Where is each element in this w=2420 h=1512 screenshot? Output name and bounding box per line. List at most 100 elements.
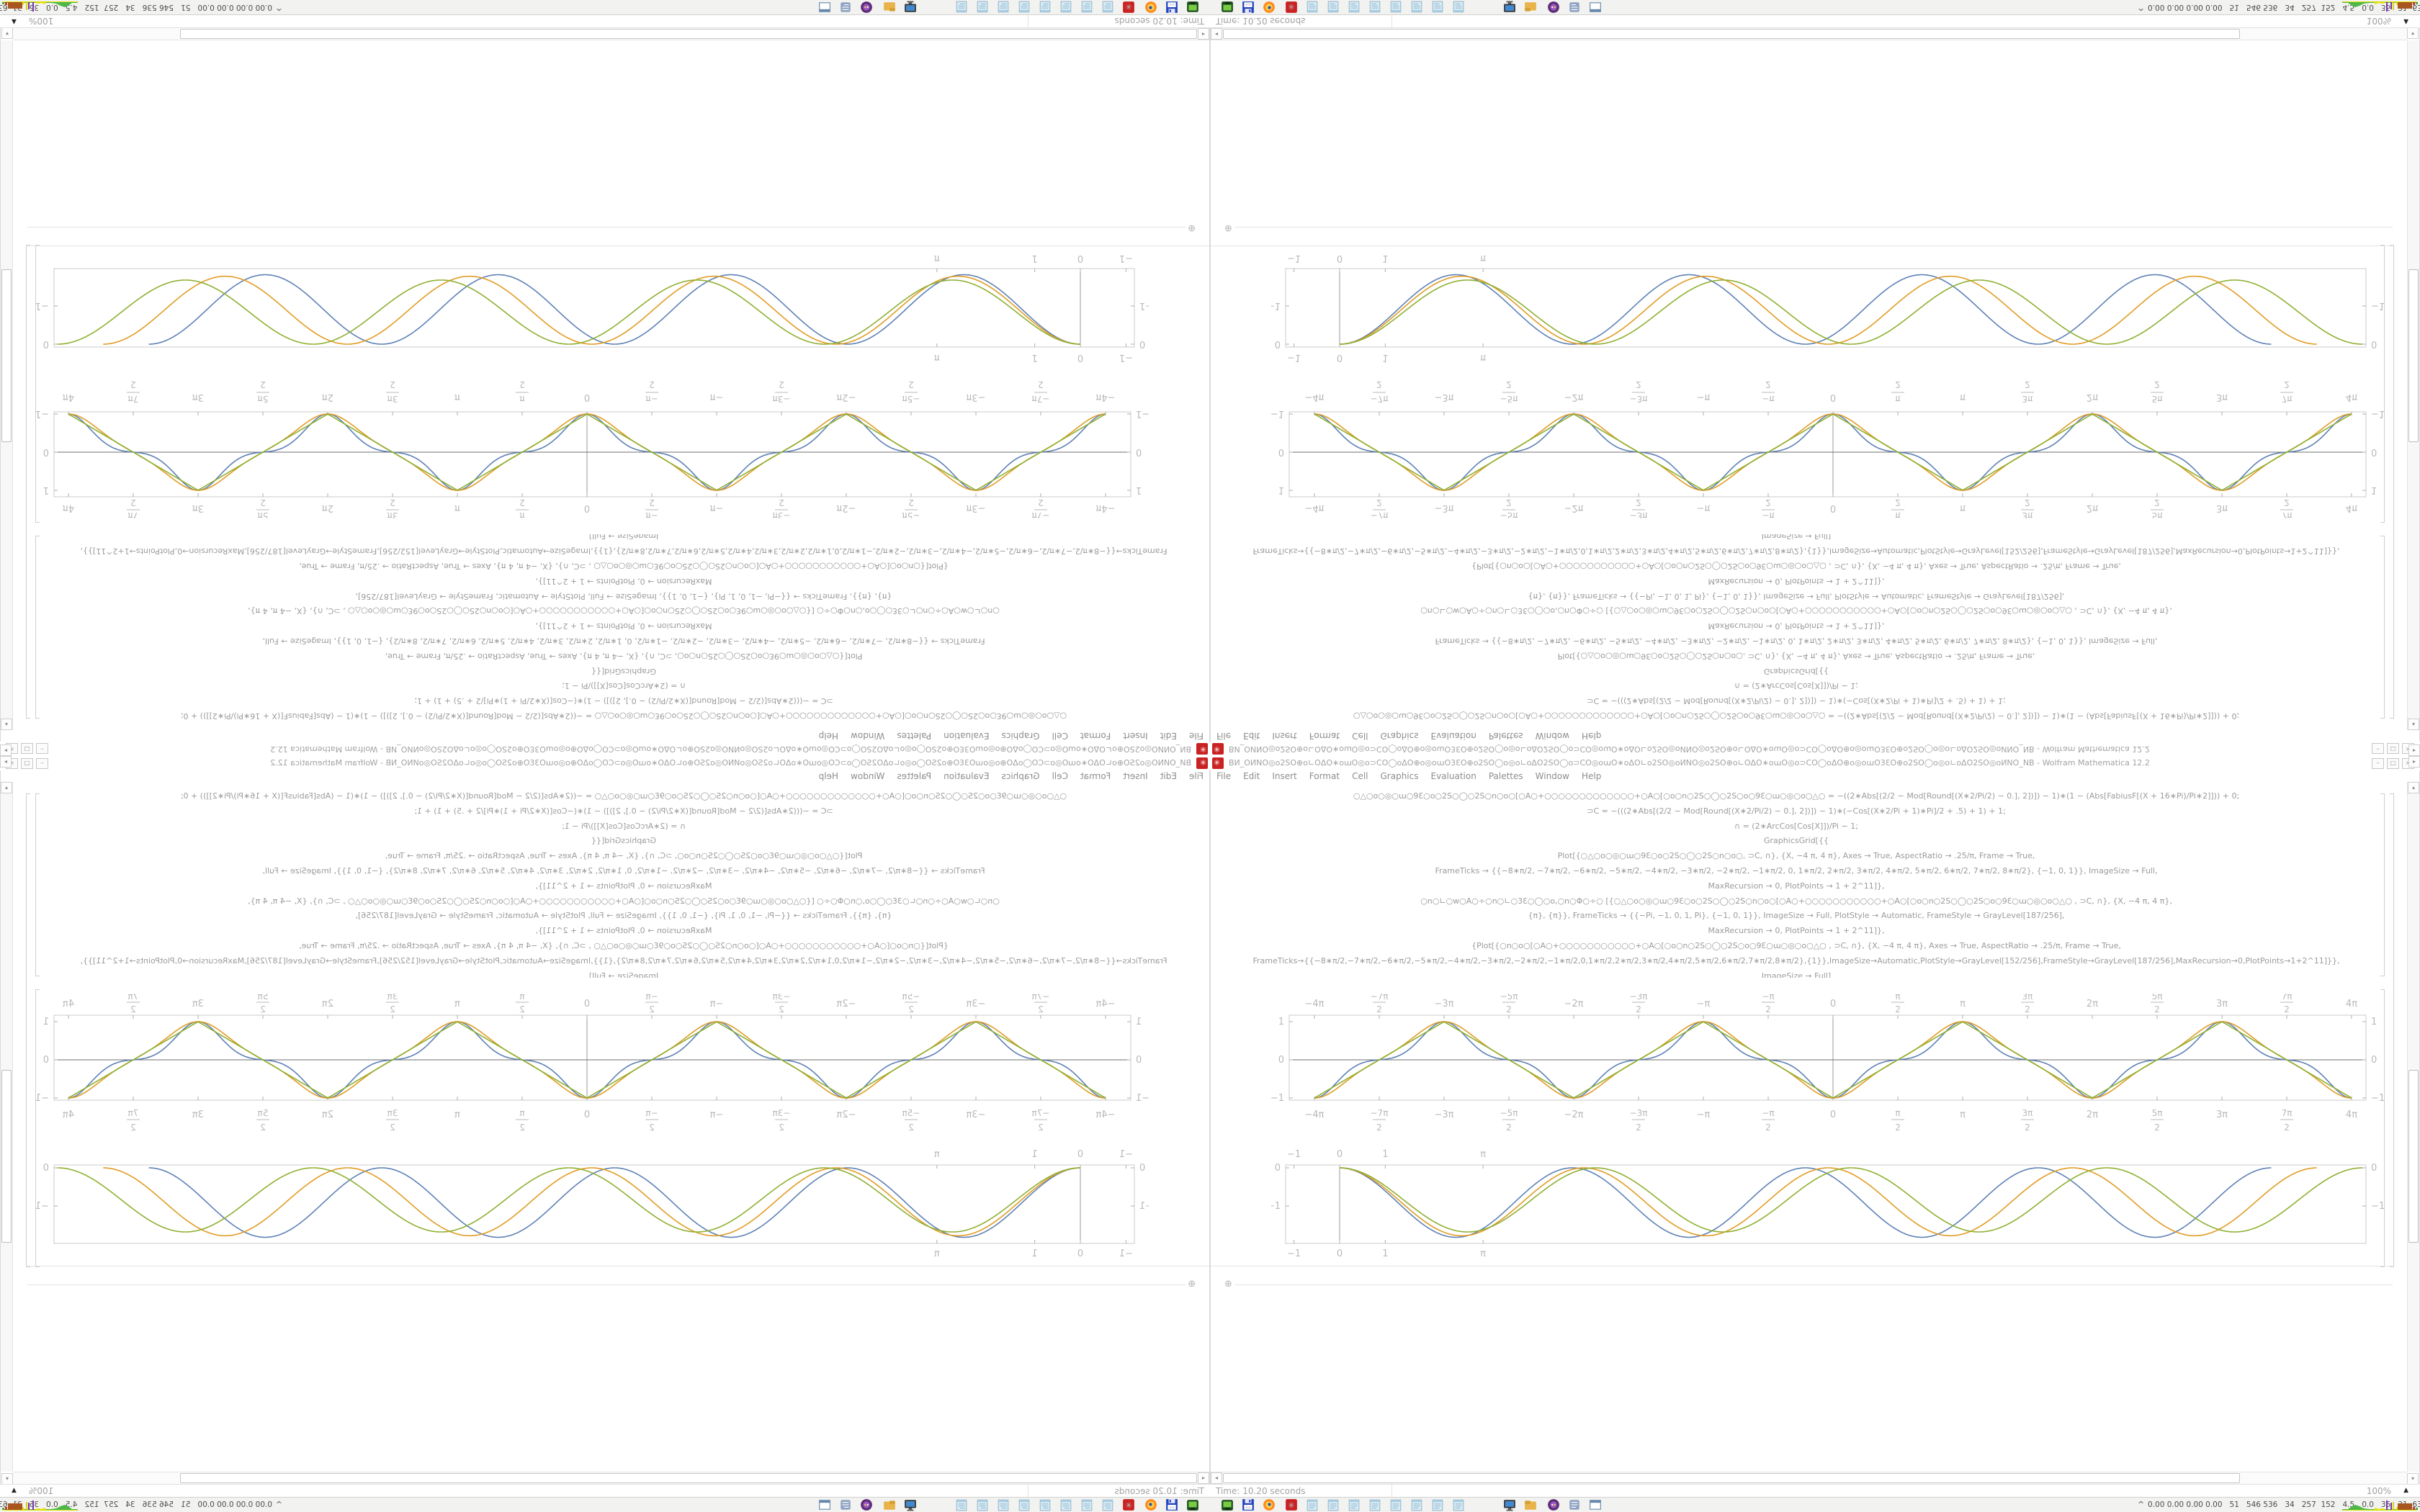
cell-bracket-output[interactable] bbox=[2380, 989, 2385, 1267]
horizontal-scrollbar[interactable]: ◂ bbox=[1211, 27, 2407, 40]
magnification-dropdown-icon[interactable]: ▲ bbox=[2403, 18, 2408, 25]
taskbar-scroll-icon[interactable] bbox=[1568, 1, 1581, 14]
taskbar-note-icon[interactable] bbox=[1080, 1498, 1093, 1511]
title-bar[interactable]: ВИ_ОИNО◎o2SO⊕o∟OΔO∗oɯO◎o⊃CO◯oΔO⊕o◎oɯO3ƐO… bbox=[1210, 742, 2420, 756]
scroll-right-icon[interactable]: ▸ bbox=[0, 744, 12, 756]
menu-item-window[interactable]: Window bbox=[851, 731, 885, 741]
taskbar-scroll-icon[interactable] bbox=[839, 1498, 852, 1511]
horizontal-scrollbar[interactable]: ◂ bbox=[1211, 1472, 2407, 1485]
code-line[interactable]: ImageSize → Full] bbox=[588, 971, 659, 978]
title-bar[interactable]: ВИ_ОИNО◎o2SO⊕o∟OΔO∗oɯO◎o⊃CO◯oΔO⊕o◎oɯO3ƐO… bbox=[1210, 756, 2420, 770]
cell-bracket-input[interactable] bbox=[35, 793, 40, 976]
code-line[interactable]: ⊃C = −(((2∗Abs[(2/2 − Mod[Round[(X∗2/Pi/… bbox=[1587, 806, 2006, 816]
insert-cell-plus-icon[interactable]: ⊕ bbox=[1188, 1279, 1196, 1290]
taskbar-firefox-icon[interactable] bbox=[1144, 1498, 1157, 1511]
code-line[interactable]: GraphicsGrid[{{ bbox=[1764, 836, 1829, 846]
code-line[interactable]: MaxRecursion → 0, PlotPoints → 1 + 2^11]… bbox=[1708, 576, 1885, 586]
horizontal-scrollbar-thumb[interactable] bbox=[180, 1473, 1197, 1483]
code-line[interactable]: ○n○∟○w○Α○÷○n○∟○3Ɛ○◯○o,○n○Φ○÷○ [{○△○o○◎○ɯ… bbox=[1420, 896, 2172, 906]
restore-button[interactable]: □ bbox=[21, 758, 33, 769]
menu-item-insert[interactable]: Insert bbox=[1272, 731, 1297, 741]
menu-item-help[interactable]: Help bbox=[1581, 731, 1602, 741]
menu-item-help[interactable]: Help bbox=[1581, 771, 1602, 781]
title-bar[interactable]: ВИ_ОИNО◎o2SO⊕o∟OΔO∗oɯO◎o⊃CO◯oΔO⊕o◎oɯO3ƐO… bbox=[0, 742, 1210, 756]
taskbar-vm-icon[interactable] bbox=[1221, 1498, 1234, 1511]
restore-button[interactable]: □ bbox=[2387, 758, 2399, 769]
cell-bracket-group[interactable] bbox=[26, 245, 30, 719]
code-line[interactable]: Plot[{○△○o○◎○ɯ○9Ɛ○o○2S○◯○2S○n○o○, ⊃C, ∩}… bbox=[385, 851, 863, 861]
horizontal-scrollbar-thumb[interactable] bbox=[1223, 1473, 2240, 1483]
insert-cell-plus-icon[interactable]: ⊕ bbox=[1224, 222, 1232, 233]
taskbar-note-icon[interactable] bbox=[1039, 1498, 1052, 1511]
code-line[interactable]: MaxRecursion → 0, PlotPoints → 1 + 2^11]… bbox=[1708, 621, 1885, 631]
taskbar-mathematica-icon[interactable]: ✳ bbox=[1122, 1498, 1135, 1511]
code-line[interactable]: GraphicsGrid[{{ bbox=[591, 666, 656, 676]
code-line[interactable]: ∩ = (2∗ArcCos[Cos[X]])/Pi − 1; bbox=[562, 681, 686, 691]
code-line[interactable]: {Plot[{○n○o○[○Α○+○○○○○○○○○○○+○Α○[○o○n○2S… bbox=[299, 940, 949, 950]
menu-item-evaluation[interactable]: Evaluation bbox=[944, 731, 990, 741]
vertical-scrollbar-thumb[interactable] bbox=[1, 269, 12, 442]
input-cell-code[interactable]: ○△○o○◎○ɯ○9Ɛ○o○2S○◯○2S○n○o○[○Α○+○○○○○○○○○… bbox=[1216, 534, 2377, 723]
taskbar-note-icon[interactable] bbox=[1348, 1498, 1361, 1511]
horizontal-scrollbar-thumb[interactable] bbox=[1223, 29, 2240, 39]
taskbar-note-icon[interactable] bbox=[1452, 1498, 1465, 1511]
taskbar-note-icon[interactable] bbox=[1368, 1, 1381, 14]
taskbar-folder-icon[interactable] bbox=[1524, 1, 1537, 14]
menu-item-graphics[interactable]: Graphics bbox=[1380, 771, 1419, 781]
menu-item-format[interactable]: Format bbox=[1080, 731, 1111, 741]
taskbar-note-icon[interactable] bbox=[1059, 1498, 1072, 1511]
magnification-label[interactable]: 100% bbox=[29, 16, 54, 26]
taskbar-note-icon[interactable] bbox=[1431, 1, 1444, 14]
code-line[interactable]: ImageSize → Full] bbox=[1761, 971, 1832, 978]
code-line[interactable]: {π}, {π}}, FrameTicks → {{−Pi, −1, 0, 1,… bbox=[355, 911, 892, 921]
taskbar-monitor-icon[interactable] bbox=[904, 1, 917, 14]
taskbar-scroll-icon[interactable] bbox=[839, 1, 852, 14]
taskbar-note-icon[interactable] bbox=[955, 1, 968, 14]
cell-bracket-input[interactable] bbox=[2380, 536, 2385, 719]
code-line[interactable]: ○n○∟○w○Α○÷○n○∟○3Ɛ○◯○o,○n○Φ○÷○ [{○△○o○◎○ɯ… bbox=[1420, 606, 2172, 616]
code-line[interactable]: ○△○o○◎○ɯ○9Ɛ○o○2S○◯○2S○n○o○[○Α○+○○○○○○○○○… bbox=[1353, 711, 2240, 721]
scroll-up-icon[interactable]: ▴ bbox=[2408, 782, 2419, 793]
taskbar-monitor-icon[interactable] bbox=[1503, 1498, 1516, 1511]
code-line[interactable]: FrameTicks→{{−8∗π/2,−7∗π/2,−6∗π/2,−5∗π/2… bbox=[1252, 546, 2340, 557]
scroll-up-icon[interactable]: ▴ bbox=[1, 719, 12, 730]
taskbar-note-icon[interactable] bbox=[1410, 1498, 1423, 1511]
minimize-button[interactable]: – bbox=[36, 743, 48, 754]
taskbar-note-icon[interactable] bbox=[1306, 1498, 1319, 1511]
code-line[interactable]: {π}, {π}}, FrameTicks → {{−Pi, −1, 0, 1,… bbox=[1528, 911, 2065, 921]
menu-item-palettes[interactable]: Palettes bbox=[897, 771, 932, 781]
magnification-dropdown-icon[interactable]: ▲ bbox=[12, 18, 17, 25]
code-line[interactable]: {Plot[{○n○o○[○Α○+○○○○○○○○○○○+○Α○[○o○n○2S… bbox=[299, 562, 949, 572]
taskbar-folder-icon[interactable] bbox=[883, 1498, 896, 1511]
restore-button[interactable]: □ bbox=[2387, 743, 2399, 754]
taskbar-tor-icon[interactable] bbox=[1547, 1, 1560, 14]
taskbar-note-icon[interactable] bbox=[1306, 1, 1319, 14]
taskbar-window-icon[interactable] bbox=[1589, 1498, 1602, 1511]
taskbar-floppy-icon[interactable]: 64 bbox=[1165, 1, 1178, 14]
code-line[interactable]: ⊃C = −(((2∗Abs[(2/2 − Mod[Round[(X∗2/Pi/… bbox=[414, 696, 833, 706]
menu-item-insert[interactable]: Insert bbox=[1272, 771, 1297, 781]
menu-item-window[interactable]: Window bbox=[1535, 731, 1569, 741]
cell-insert-line[interactable] bbox=[1234, 227, 2393, 228]
taskbar-mathematica-icon[interactable]: ✳ bbox=[1285, 1498, 1298, 1511]
menu-item-format[interactable]: Format bbox=[1309, 771, 1340, 781]
code-line[interactable]: ○n○∟○w○Α○÷○n○∟○3Ɛ○◯○o,○n○Φ○÷○ [{○△○o○◎○ɯ… bbox=[248, 896, 1000, 906]
scroll-up-icon[interactable]: ▴ bbox=[1, 782, 12, 793]
code-line[interactable]: FrameTicks → {{−8∗π/2, −7∗π/2, −6∗π/2, −… bbox=[262, 865, 985, 876]
tray-chevron-icon[interactable]: ^ bbox=[2138, 1500, 2145, 1509]
menu-item-graphics[interactable]: Graphics bbox=[1380, 731, 1419, 741]
cell-bracket-group[interactable] bbox=[2390, 245, 2394, 719]
vertical-scrollbar-thumb[interactable] bbox=[1, 1070, 12, 1243]
taskbar-firefox-icon[interactable] bbox=[1263, 1498, 1276, 1511]
code-line[interactable]: Plot[{○△○o○◎○ɯ○9Ɛ○o○2S○◯○2S○n○o○, ⊃C, ∩}… bbox=[1557, 851, 2035, 861]
taskbar-note-icon[interactable] bbox=[1410, 1, 1423, 14]
taskbar-note-icon[interactable] bbox=[1389, 1498, 1402, 1511]
code-line[interactable]: MaxRecursion → 0, PlotPoints → 1 + 2^11]… bbox=[535, 576, 712, 586]
code-line[interactable]: {π}, {π}}, FrameTicks → {{−Pi, −1, 0, 1,… bbox=[355, 591, 892, 601]
taskbar-vm-icon[interactable] bbox=[1186, 1, 1199, 14]
input-cell-code[interactable]: ○△○o○◎○ɯ○9Ɛ○o○2S○◯○2S○n○o○[○Α○+○○○○○○○○○… bbox=[43, 789, 1204, 978]
minimize-button[interactable]: – bbox=[2372, 743, 2384, 754]
menu-item-palettes[interactable]: Palettes bbox=[1488, 731, 1523, 741]
menu-item-file[interactable]: File bbox=[1216, 731, 1232, 741]
insert-cell-plus-icon[interactable]: ⊕ bbox=[1188, 222, 1196, 233]
